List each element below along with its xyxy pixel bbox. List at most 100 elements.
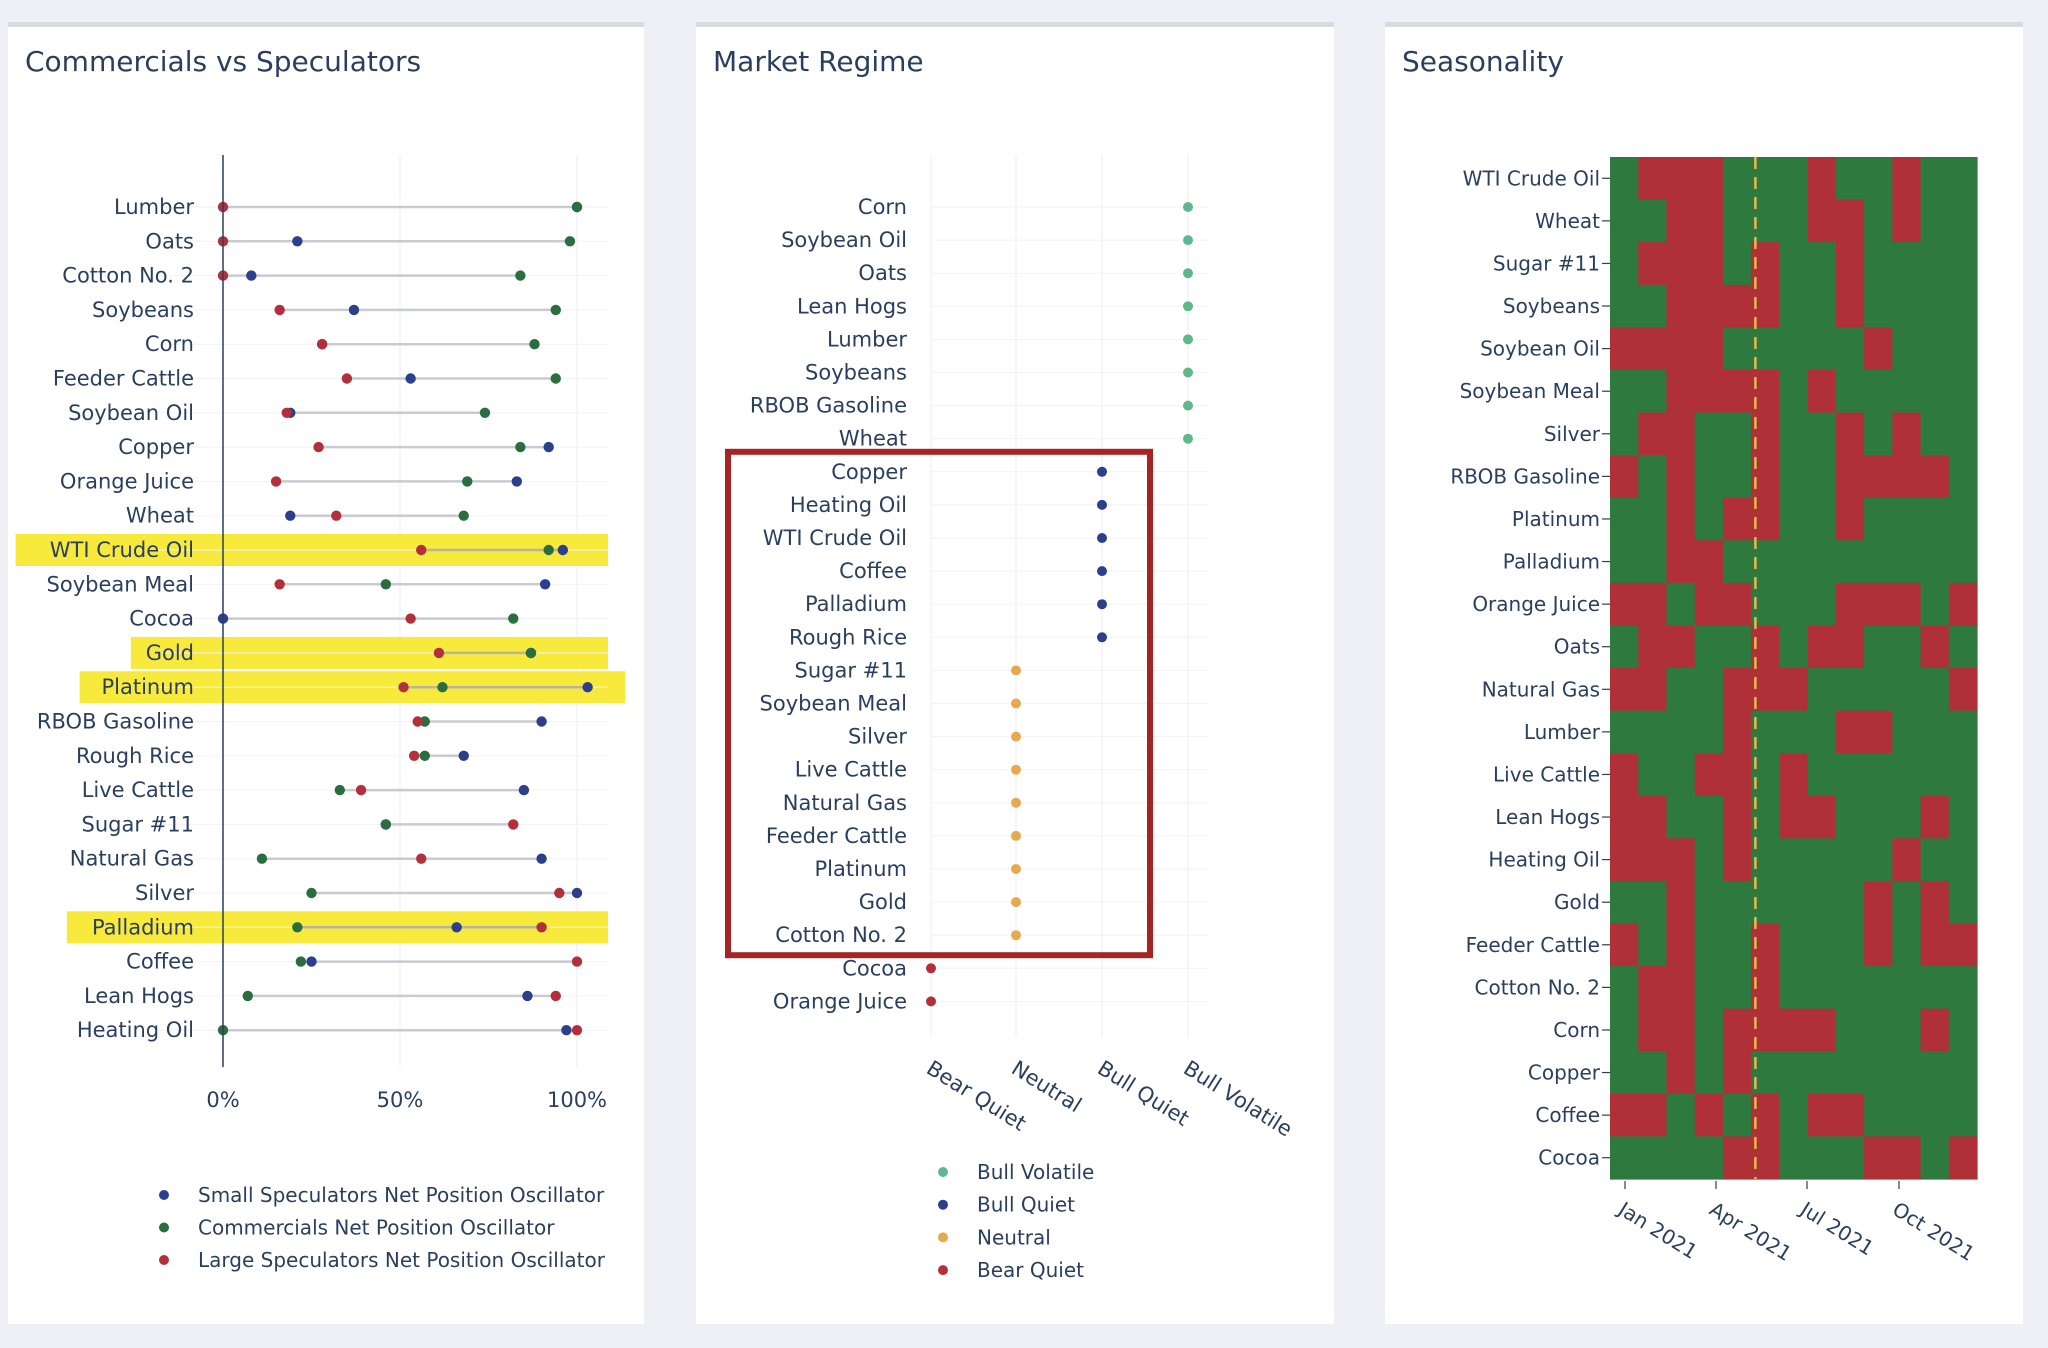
heat-cell-down [1779,668,1809,712]
category-label: Gold [1554,890,1600,914]
heat-cell-up [1807,710,1837,754]
category-label: Soybeans [92,298,194,322]
heat-cell-down [1948,668,1978,712]
heat-cell-up [1807,880,1837,925]
heat-cell-up [1779,1136,1809,1180]
annotation-box [725,448,1153,959]
category-label: Copper [118,435,194,459]
dot-commercials [419,750,430,761]
heat-cell-down [1892,199,1922,243]
category-label: Oats [1554,635,1600,659]
category-label: Sugar #11 [82,812,194,836]
dot-commercials [242,990,253,1002]
dot-small-speculators [348,304,360,316]
dot-large-speculators [412,716,423,727]
heat-cell-up [1666,795,1696,839]
category-label: Platinum [101,675,194,699]
regime-panel-title: Market Regime [713,45,924,78]
season-chart[interactable]: WTI Crude Oil Wheat Sugar #11 Soybeans Soybe… [1385,27,2023,1329]
heat-cell-up [1610,710,1639,754]
heat-cell-down [1666,497,1696,541]
heat-cell-up [1779,1093,1809,1138]
regime-dot-neutral [1011,930,1021,941]
heat-cell-up [1948,242,1978,286]
heat-cell-down [1694,242,1724,286]
heat-cell-down [1920,880,1950,925]
dot-large-speculators [355,784,367,796]
regime-dot-bull-quiet [1097,499,1107,510]
dot-large-speculators [416,853,427,864]
legend-marker [938,1232,948,1243]
category-label: Copper [831,460,907,484]
heat-cell-up [1864,1051,1893,1095]
heat-cell-down [1694,157,1724,201]
heat-cell-up [1948,795,1978,839]
dot-small-speculators [246,270,257,281]
legend-marker [159,1222,169,1233]
heat-cell-down [1666,880,1696,925]
dot-commercials [543,544,554,556]
heat-cell-down [1722,753,1752,797]
heat-cell-down [1948,923,1978,967]
heat-cell-up [1864,412,1893,456]
heat-cell-up [1722,923,1752,967]
x-category-label: Bull Volatile [1179,1056,1296,1142]
category-label: Lumber [1524,720,1601,744]
heat-cell-down [1666,157,1696,201]
heat-cell-up [1892,880,1922,925]
category-label: Oats [145,229,194,253]
category-label: Corn [145,332,194,356]
heat-cell-down [1835,710,1865,754]
heat-cell-up [1920,838,1950,882]
heat-cell-up [1638,1051,1668,1095]
category-label: Natural Gas [70,847,194,871]
heat-cell-up [1610,966,1639,1010]
category-label: Soybeans [805,361,907,385]
heat-cell-down [1864,582,1893,627]
regime-dot-bull-volatile [1183,268,1193,279]
season-panel-title: Seasonality [1402,45,1564,78]
heat-cell-down [1610,582,1639,627]
heat-cell-down [1722,1051,1752,1095]
heat-cell-down [1892,582,1922,627]
legend-label: Bear Quiet [977,1258,1084,1282]
legend-marker [159,1190,169,1200]
heat-cell-up [1920,199,1950,243]
dot-commercials [256,853,268,864]
heat-cell-down [1694,327,1724,371]
regime-dot-neutral [1011,698,1021,709]
category-label: Sugar #11 [1493,251,1600,275]
heat-cell-up [1807,582,1837,627]
heat-cell-up [1807,455,1837,499]
cot-chart[interactable]: 0% 50% 100% Lumber Oats Cotton No. 2 Soybeans C… [8,27,644,1329]
heat-cell-up [1920,966,1950,1010]
category-label: Live Cattle [795,758,907,782]
heat-cell-up [1920,497,1950,541]
heat-cell-up [1835,1008,1865,1052]
heat-cell-up [1807,1136,1837,1180]
heat-cell-up [1610,880,1639,925]
dot-small-speculators [557,544,569,556]
heat-cell-up [1694,625,1724,669]
heat-cell-up [1694,838,1724,882]
category-label: Gold [146,641,194,665]
heat-cell-up [1948,880,1978,925]
heat-cell-down [1779,1008,1809,1052]
category-label: Cotton No. 2 [775,923,907,947]
heat-cell-up [1779,923,1809,967]
heat-cell-up [1779,625,1809,669]
heat-cell-up [1835,880,1865,925]
heat-cell-up [1779,710,1809,754]
heat-cell-down [1722,710,1752,754]
heat-cell-up [1948,455,1978,499]
category-label: Cotton No. 2 [1475,975,1600,999]
heat-cell-up [1920,157,1950,201]
dot-large-speculators [571,1025,583,1036]
dot-commercials [462,476,473,487]
heat-cell-up [1835,1051,1865,1095]
heat-cell-up [1864,497,1893,541]
dot-commercials [515,441,526,453]
category-label: Rough Rice [76,744,194,768]
heat-cell-up [1864,242,1893,286]
